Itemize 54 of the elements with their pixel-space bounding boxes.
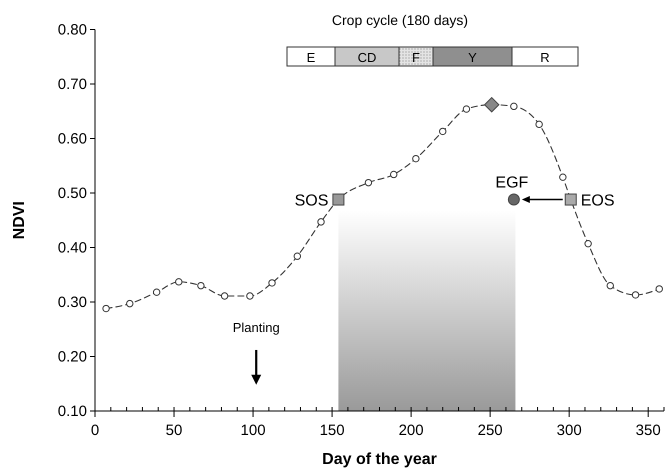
y-tick-label: 0.60: [58, 130, 87, 148]
point: [126, 300, 134, 308]
point: [268, 279, 276, 287]
y-tick-label: 0.10: [58, 403, 87, 420]
x-tick-label: 200: [398, 422, 424, 439]
point: [364, 178, 372, 186]
point: [606, 282, 614, 290]
y-tick-label: 0.70: [58, 76, 87, 93]
annotation: F: [412, 50, 420, 65]
point: [220, 292, 228, 300]
annotation: Planting: [232, 320, 280, 335]
point: [535, 120, 543, 128]
y-tick-label: 0.40: [58, 240, 87, 256]
point: [564, 194, 577, 206]
x-tick-label: 150: [320, 422, 345, 439]
point: [484, 97, 500, 112]
annotation: Y: [468, 50, 478, 65]
text: Crop cycle (180 days): [332, 12, 468, 28]
point: [632, 291, 640, 299]
annotation: E: [306, 50, 316, 65]
point: [510, 102, 518, 110]
x-tick-label: 300: [556, 422, 582, 439]
y-tick-label: 0.50: [58, 185, 87, 202]
point: [390, 170, 398, 178]
series-label: SOS: [294, 192, 328, 210]
point: [412, 154, 420, 162]
point: [439, 128, 446, 136]
y-axis-title: NDVI: [11, 201, 28, 240]
series-label: EOS: [580, 192, 615, 210]
y-tick-label: 0.80: [58, 22, 87, 38]
point: [102, 304, 110, 312]
point: [246, 292, 254, 300]
annotation: R: [540, 50, 550, 65]
x-tick-label: 350: [636, 422, 661, 439]
y-tick-label: 0.30: [58, 294, 87, 311]
point: [508, 194, 520, 206]
point: [175, 278, 182, 286]
point: [332, 194, 344, 206]
x-tick-label: 0: [90, 422, 100, 439]
point: [317, 218, 325, 226]
point: [462, 105, 470, 113]
x-axis-title: Day of the year: [322, 451, 437, 468]
series-label: EGF: [495, 174, 529, 192]
y-tick-label: 0.20: [58, 348, 87, 366]
annotation: CD: [358, 50, 376, 65]
x-tick-label: 50: [166, 422, 182, 439]
x-tick-label: 100: [240, 422, 266, 439]
point: [656, 285, 663, 293]
point: [584, 240, 592, 248]
point: [294, 252, 302, 260]
point: [152, 288, 160, 296]
point: [559, 173, 567, 181]
x-tick-label: 250: [478, 422, 503, 439]
point: [197, 282, 205, 290]
